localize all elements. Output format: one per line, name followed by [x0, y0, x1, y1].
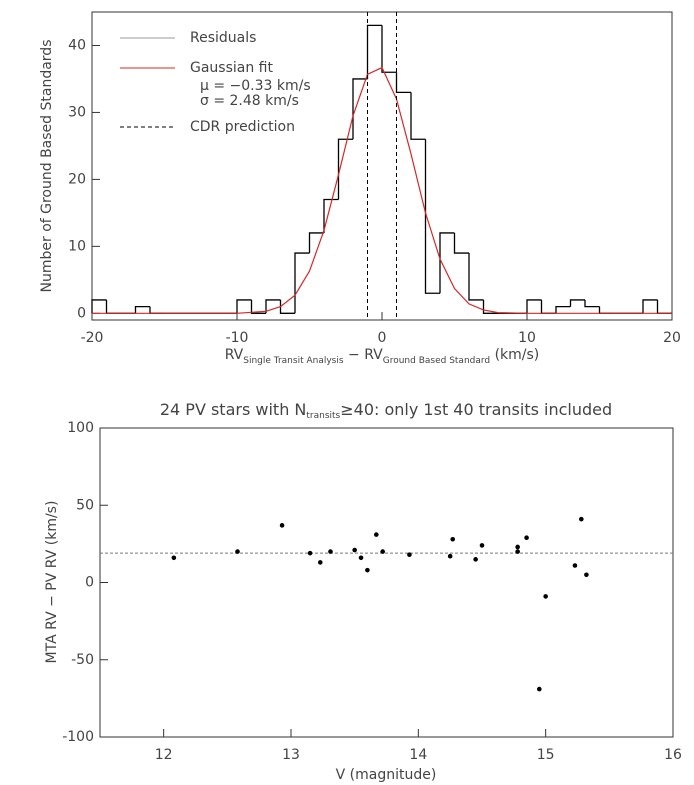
point — [407, 552, 412, 557]
histogram-bin — [468, 253, 484, 301]
x-axis-label: RVSingle Transit Analysis − RVGround Bas… — [225, 347, 540, 366]
point — [358, 555, 364, 561]
y-axis-label: MTA RV − PV RV (km/s) — [44, 501, 60, 664]
x-axis-label-part: Ground Based Standard — [383, 356, 490, 366]
y-tick-label: 20 — [68, 171, 86, 187]
point — [584, 572, 589, 578]
x-tick-label: 20 — [663, 330, 681, 346]
point — [235, 549, 240, 554]
x-tick-label: 14 — [409, 747, 427, 763]
histogram-bin — [584, 299, 600, 308]
x-axis-label-part: − RV — [344, 347, 384, 363]
point — [543, 594, 548, 599]
point — [317, 560, 323, 565]
chart-title: 24 PV stars with Ntransits≥40: only 1st … — [160, 400, 612, 421]
histogram-bin — [308, 232, 324, 254]
x-tick-label: 16 — [664, 747, 682, 763]
histogram-bin — [410, 92, 426, 140]
y-tick-label: -100 — [62, 729, 94, 745]
y-tick-label: -50 — [71, 652, 94, 668]
point — [374, 532, 379, 537]
legend-label: Residuals — [190, 30, 256, 46]
fit-line — [92, 66, 672, 314]
histogram-bin — [337, 138, 353, 200]
histogram-bin — [555, 305, 571, 314]
point — [515, 549, 520, 554]
x-tick-label: 10 — [518, 330, 536, 346]
point — [515, 544, 520, 550]
x-tick-label: 0 — [378, 330, 387, 346]
y-tick-label: 30 — [68, 104, 86, 120]
point — [524, 535, 529, 540]
histogram-bin — [381, 25, 397, 73]
histogram-bin — [482, 299, 498, 314]
point — [473, 557, 478, 562]
annotation: σ = 2.48 km/s — [200, 93, 299, 109]
y-tick-label: 40 — [68, 37, 86, 53]
x-axis-label-part: (km/s) — [490, 347, 539, 363]
point — [171, 555, 177, 561]
histogram-bin — [236, 299, 252, 314]
histogram-bin — [352, 78, 368, 140]
histogram-bin — [439, 232, 455, 294]
chart-title-part: transits — [306, 411, 340, 421]
x-axis-label-part: RV — [225, 347, 244, 363]
point — [307, 550, 313, 556]
x-tick-label: 13 — [282, 747, 300, 763]
histogram-bin — [323, 198, 339, 233]
y-tick-label: 10 — [68, 238, 86, 254]
x-tick-label: 15 — [537, 747, 555, 763]
histogram-bin — [598, 306, 614, 314]
legend-label: CDR prediction — [190, 119, 295, 135]
histogram-bin — [279, 299, 295, 314]
point — [279, 523, 285, 528]
legend-label: Gaussian fit — [190, 60, 273, 76]
histogram-bin — [294, 252, 310, 314]
histogram-bin — [250, 299, 266, 314]
histogram-bin — [265, 299, 281, 314]
plot-frame — [99, 427, 674, 738]
point — [447, 553, 453, 559]
annotation: μ = −0.33 km/s — [200, 78, 311, 94]
y-tick-label: 100 — [67, 420, 94, 436]
histogram-bin — [149, 306, 165, 314]
histogram-bin — [642, 299, 658, 314]
point — [579, 516, 584, 522]
histogram-bin — [526, 299, 542, 314]
x-tick-label: 12 — [155, 747, 173, 763]
point — [572, 563, 578, 568]
y-tick-label: 50 — [76, 497, 94, 513]
x-axis-label-part: Single Transit Analysis — [243, 356, 344, 366]
y-tick-label: 0 — [85, 575, 94, 591]
point — [537, 686, 542, 692]
x-tick-label: -20 — [81, 330, 104, 346]
chart-title-part: ≥40: only 1st 40 transits included — [340, 400, 612, 419]
histogram-bin — [424, 139, 440, 294]
histogram-bin — [105, 299, 121, 314]
histogram-bin — [395, 72, 411, 93]
point — [479, 543, 485, 548]
histogram-bin — [656, 299, 672, 314]
x-tick-label: -10 — [226, 330, 249, 346]
x-axis-label: V (magnitude) — [336, 767, 437, 783]
histogram-bin — [91, 299, 107, 314]
y-axis-label: Number of Ground Based Standards — [39, 40, 55, 293]
point — [328, 549, 333, 554]
y-tick-label: 0 — [77, 305, 86, 321]
point — [380, 549, 385, 554]
point — [450, 536, 456, 542]
histogram-bin — [134, 305, 150, 314]
histogram-bin — [453, 232, 469, 254]
chart-title-part: 24 PV stars with N — [160, 400, 307, 419]
histogram-bin — [569, 299, 585, 307]
point — [365, 567, 370, 573]
point — [352, 547, 357, 553]
histogram-bin — [540, 299, 556, 314]
